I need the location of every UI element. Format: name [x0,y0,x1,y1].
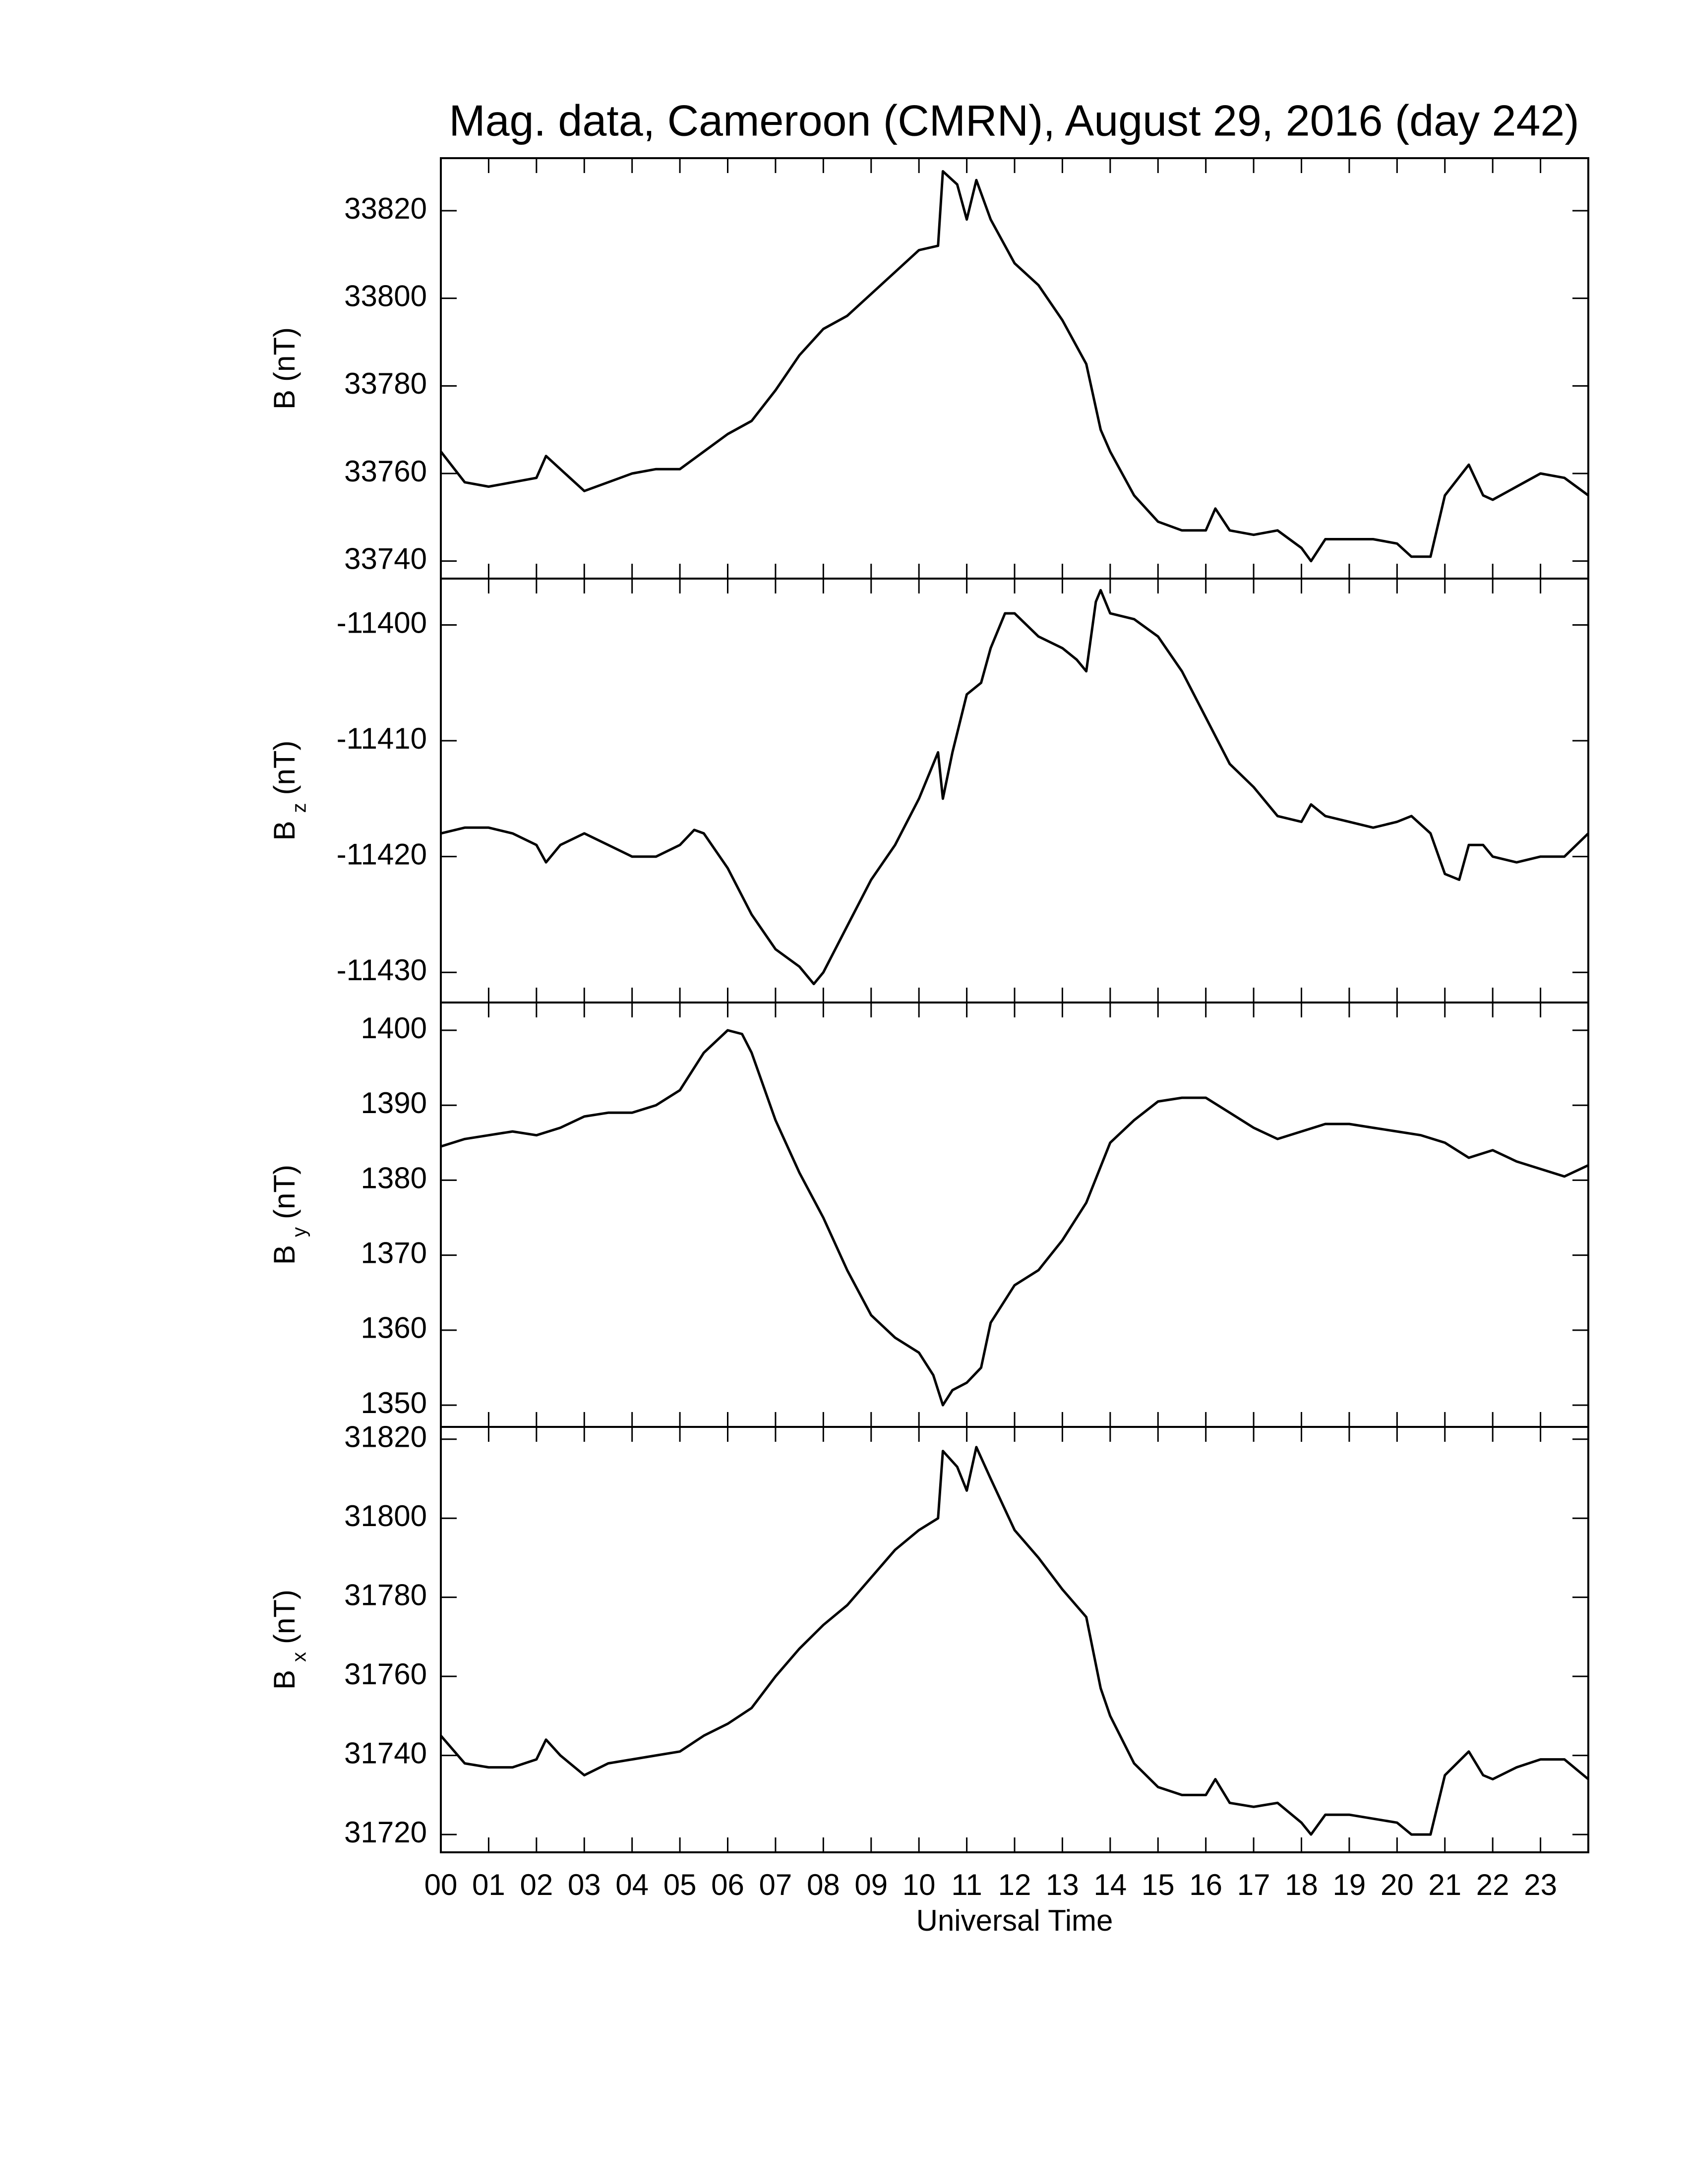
y-tick-label: 1350 [361,1386,427,1419]
x-tick-label: 11 [951,1868,982,1901]
y-tick-label: 31780 [344,1579,427,1612]
y-tick-label: -11430 [337,953,427,987]
data-line [440,1446,1589,1836]
plot-frame [440,578,1589,1003]
plot-frame [440,1426,1589,1853]
x-tick-label: 15 [1142,1868,1175,1901]
x-tick-label: 06 [711,1868,744,1901]
y-tick-label: 1370 [361,1237,427,1270]
y-tick-label: 33800 [344,280,427,313]
y-axis-label-unit: (nT) [268,327,301,382]
x-tick-label: 04 [615,1868,649,1901]
y-tick-label: 31720 [344,1816,427,1849]
x-tick-label: 16 [1189,1868,1222,1901]
y-axis-label-subscript: x [289,1652,310,1662]
y-axis-label-unit: (nT) [268,741,301,795]
chart-title: Mag. data, Cameroon (CMRN), August 29, 2… [449,96,1579,145]
y-axis-label-unit: (nT) [268,1590,301,1644]
y-axis-label: Bz (nT) [268,741,310,841]
y-axis-label-main: B [268,390,301,410]
x-tick-label: 01 [472,1868,505,1901]
x-tick-label: 22 [1476,1868,1509,1901]
y-axis-label: Bx (nT) [268,1590,310,1690]
y-tick-label: 1360 [361,1311,427,1345]
data-line [440,589,1589,986]
x-tick-label: 12 [998,1868,1031,1901]
plot-frame [440,157,1589,580]
x-tick-label: 21 [1428,1868,1461,1901]
y-tick-label: 33820 [344,192,427,225]
x-tick-label: 07 [759,1868,792,1901]
x-tick-label: 05 [663,1868,697,1901]
y-tick-label: 31740 [344,1736,427,1770]
y-axis-label-subscript: z [289,803,310,813]
y-axis-label-main: B [268,1245,301,1265]
data-line [440,170,1589,563]
x-tick-label: 10 [903,1868,936,1901]
x-tick-label: 08 [807,1868,840,1901]
x-tick-label: 14 [1093,1868,1127,1901]
x-tick-label: 23 [1524,1868,1557,1901]
y-axis-label-unit: (nT) [268,1165,301,1219]
x-tick-label: 17 [1237,1868,1270,1901]
y-tick-label: -11420 [337,837,427,871]
y-tick-label: 33740 [344,542,427,576]
y-tick-label: 31820 [344,1420,427,1454]
plot-frame [440,1002,1589,1428]
y-tick-label: -11410 [337,722,427,755]
x-tick-label: 09 [854,1868,888,1901]
x-tick-label: 02 [520,1868,553,1901]
y-axis-label-main: B [268,821,301,840]
y-axis-label: B (nT) [268,327,301,410]
x-tick-label: 13 [1046,1868,1079,1901]
y-axis-label: By (nT) [268,1165,310,1265]
y-tick-label: 33780 [344,367,427,400]
x-axis-label: Universal Time [916,1904,1113,1937]
y-axis-label-subscript: y [289,1227,310,1237]
y-tick-label: 33760 [344,455,427,488]
y-tick-label: -11400 [337,606,427,639]
x-tick-label: 20 [1381,1868,1414,1901]
x-tick-label: 00 [424,1868,458,1901]
y-tick-label: 31800 [344,1499,427,1533]
data-line [440,1029,1589,1407]
y-tick-label: 1390 [361,1086,427,1120]
y-axis-label-main: B [268,1670,301,1690]
y-tick-label: 31760 [344,1657,427,1691]
x-tick-label: 03 [568,1868,601,1901]
x-tick-label: 18 [1285,1868,1318,1901]
y-tick-label: 1380 [361,1161,427,1194]
x-tick-label: 19 [1333,1868,1366,1901]
y-tick-label: 1400 [361,1011,427,1045]
